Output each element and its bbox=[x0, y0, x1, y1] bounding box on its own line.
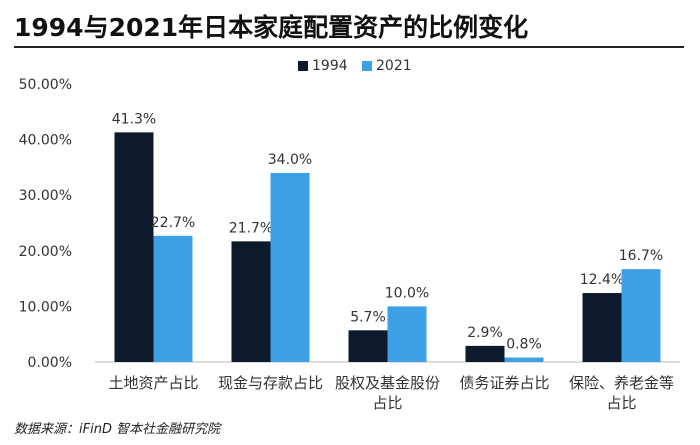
bar bbox=[348, 330, 388, 362]
y-tick-label: 10.00% bbox=[19, 299, 72, 315]
bar bbox=[153, 235, 193, 362]
bar bbox=[114, 132, 154, 362]
x-tick-label: 债务证券占比 bbox=[459, 374, 549, 392]
bar bbox=[504, 357, 544, 362]
legend-label: 2021 bbox=[376, 58, 412, 74]
y-tick-label: 50.00% bbox=[19, 77, 72, 93]
data-label: 2.9% bbox=[467, 325, 503, 341]
y-tick-label: 20.00% bbox=[19, 244, 72, 260]
data-label: 41.3% bbox=[112, 111, 156, 127]
y-tick-label: 0.00% bbox=[28, 355, 72, 371]
y-tick-label: 30.00% bbox=[19, 188, 72, 204]
x-tick-label: 占比 bbox=[372, 394, 402, 412]
bar bbox=[387, 306, 427, 362]
data-label: 10.0% bbox=[385, 285, 429, 301]
bar bbox=[582, 293, 622, 362]
x-tick-label: 土地资产占比 bbox=[108, 374, 198, 392]
title-divider bbox=[14, 46, 684, 48]
source-note: 数据来源：iFinD 智本社金融研究院 bbox=[14, 422, 221, 437]
bar bbox=[621, 269, 661, 362]
x-tick-label: 保险、养老金等 bbox=[569, 374, 674, 392]
data-label: 5.7% bbox=[350, 309, 386, 325]
legend-swatch bbox=[362, 61, 372, 71]
data-label: 22.7% bbox=[151, 215, 195, 231]
bar bbox=[465, 345, 505, 362]
legend-label: 1994 bbox=[312, 58, 348, 74]
legend-swatch bbox=[298, 61, 308, 71]
data-label: 12.4% bbox=[580, 272, 624, 288]
x-tick-label: 占比 bbox=[606, 394, 636, 412]
x-tick-label: 股权及基金股份 bbox=[335, 374, 440, 392]
x-tick-label: 现金与存款占比 bbox=[218, 374, 323, 392]
chart-title: 1994与2021年日本家庭配置资产的比例变化 bbox=[14, 13, 529, 42]
bar bbox=[270, 172, 310, 362]
data-label: 16.7% bbox=[619, 248, 663, 264]
data-label: 21.7% bbox=[229, 220, 273, 236]
data-label: 0.8% bbox=[506, 337, 542, 353]
data-label: 34.0% bbox=[268, 152, 312, 168]
y-tick-label: 40.00% bbox=[19, 133, 72, 149]
bar bbox=[231, 241, 271, 362]
